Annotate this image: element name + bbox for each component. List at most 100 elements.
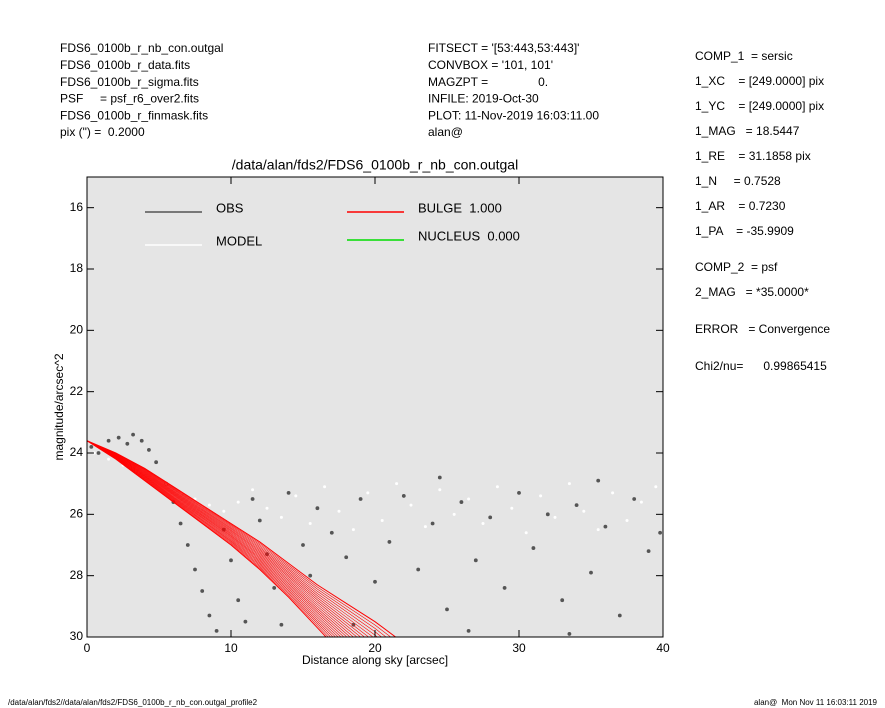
y-tick-label: 26 (70, 507, 84, 521)
x-axis-label: Distance along sky [arcsec] (302, 653, 448, 667)
data-point (125, 441, 130, 446)
data-point (301, 543, 305, 547)
plot-area (87, 177, 663, 637)
data-point (524, 531, 528, 535)
param-line: ERROR = Convergence (695, 322, 830, 336)
data-point (147, 448, 151, 452)
header-middle-line: CONVBOX = '101, 101' (428, 58, 553, 72)
data-point (545, 512, 550, 517)
data-point (445, 607, 449, 612)
data-point (250, 497, 255, 501)
data-point (366, 491, 370, 495)
data-point (139, 438, 144, 443)
bulge-fill (87, 440, 345, 637)
data-point (658, 530, 663, 535)
legend-label: BULGE 1.000 (418, 200, 502, 215)
data-point (193, 567, 197, 572)
param-line: COMP_2 = psf (695, 260, 778, 274)
header-middle-line: PLOT: 11-Nov-2019 16:03:11.00 (428, 108, 599, 122)
data-point (603, 524, 608, 529)
data-point (510, 506, 514, 510)
data-point (467, 497, 471, 501)
data-point (337, 509, 341, 513)
header-middle-line: INFILE: 2019-Oct-30 (428, 92, 539, 106)
param-line: 1_PA = -35.9909 (695, 224, 794, 238)
y-tick-label: 30 (70, 629, 84, 643)
data-point (416, 567, 421, 572)
bulge-upper-edge (87, 440, 397, 637)
data-point (272, 586, 277, 590)
data-point (323, 485, 327, 489)
bulge-fill (87, 440, 370, 637)
data-point (481, 522, 485, 526)
footer-left: /data/alan/fds2//data/alan/fds2/FDS6_010… (8, 698, 258, 707)
header-middle-line: alan@ (428, 125, 463, 139)
y-tick-label: 24 (70, 445, 84, 459)
header-left-line: FDS6_0100b_r_finmask.fits (60, 108, 208, 122)
data-point (279, 622, 284, 627)
param-line: 1_RE = 31.1858 pix (695, 149, 811, 163)
data-point (351, 622, 356, 627)
data-point (257, 518, 262, 523)
bulge-fill (87, 440, 351, 637)
data-point (286, 490, 291, 495)
data-point (308, 522, 312, 526)
data-point (539, 494, 543, 498)
bulge-fill (87, 440, 374, 637)
param-line: 1_MAG = 18.5447 (695, 124, 800, 138)
bulge-fill (87, 440, 336, 637)
param-line: 1_AR = 0.7230 (695, 199, 786, 213)
data-point (116, 435, 121, 440)
bulge-fill (87, 440, 378, 637)
bulge-fill (87, 440, 342, 637)
data-point (243, 619, 248, 624)
data-point (574, 503, 579, 508)
data-point (589, 570, 593, 575)
data-point (251, 488, 255, 492)
data-point (344, 555, 349, 560)
data-point (423, 525, 427, 529)
header-left-line: FDS6_0100b_r_data.fits (60, 58, 190, 72)
data-point (430, 521, 435, 526)
bulge-fill (87, 440, 383, 637)
data-point (596, 528, 600, 532)
data-point (401, 494, 406, 498)
data-point (560, 598, 565, 603)
bulge-fill (87, 440, 348, 637)
bulge-fill (87, 440, 332, 637)
data-point (222, 509, 226, 513)
data-point (308, 573, 313, 578)
data-point (654, 485, 658, 489)
header-left-line: FDS6_0100b_r_sigma.fits (60, 75, 199, 89)
data-point (351, 528, 355, 532)
plot-content (87, 432, 663, 637)
data-point (473, 558, 478, 563)
data-point (502, 586, 507, 590)
data-point (437, 475, 442, 480)
y-tick-label: 22 (70, 384, 84, 398)
data-point (329, 530, 334, 535)
data-point (553, 515, 557, 519)
data-point (567, 482, 571, 486)
header-middle-line: MAGZPT = 0. (428, 75, 548, 89)
param-line: 2_MAG = *35.0000* (695, 285, 809, 299)
header-left-line: pix (") = 0.2000 (60, 125, 145, 139)
param-line: Chi2/nu= 0.99865415 (695, 359, 827, 373)
data-point (373, 579, 377, 584)
data-point (207, 503, 211, 507)
data-point (178, 521, 183, 526)
data-point (131, 432, 135, 437)
data-point (625, 518, 629, 522)
x-tick-label: 10 (224, 641, 238, 655)
data-point (229, 558, 233, 563)
data-point (531, 546, 536, 550)
y-tick-label: 16 (70, 200, 84, 214)
data-point (380, 518, 384, 522)
data-point (646, 549, 651, 554)
data-point (294, 494, 298, 498)
header-left-line: FDS6_0100b_r_nb_con.outgal (60, 41, 223, 55)
y-tick-label: 20 (70, 323, 84, 337)
param-line: 1_YC = [249.0000] pix (695, 99, 824, 113)
data-point (185, 543, 190, 547)
